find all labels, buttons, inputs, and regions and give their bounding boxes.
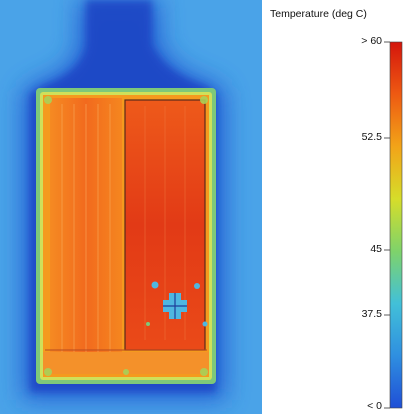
- bottom-band: [43, 352, 209, 374]
- colorbar-tick-label: 45: [370, 243, 382, 255]
- edge-blotches: [44, 96, 208, 376]
- sensor-cross: [163, 293, 187, 319]
- colorbar-tick-label: < 0: [367, 400, 382, 412]
- colorbar-tick-label: > 60: [361, 35, 382, 47]
- colorbar-gradient: [389, 41, 403, 409]
- legend-title: Temperature (deg C): [270, 8, 367, 20]
- thermal-map: [0, 0, 262, 414]
- colorbar: [384, 41, 403, 409]
- colorbar-tick-label: 52.5: [361, 131, 382, 143]
- colorbar-tick-label: 37.5: [361, 308, 382, 320]
- left-cell-stripes: [61, 104, 111, 362]
- colorbar-ticks: [384, 41, 390, 409]
